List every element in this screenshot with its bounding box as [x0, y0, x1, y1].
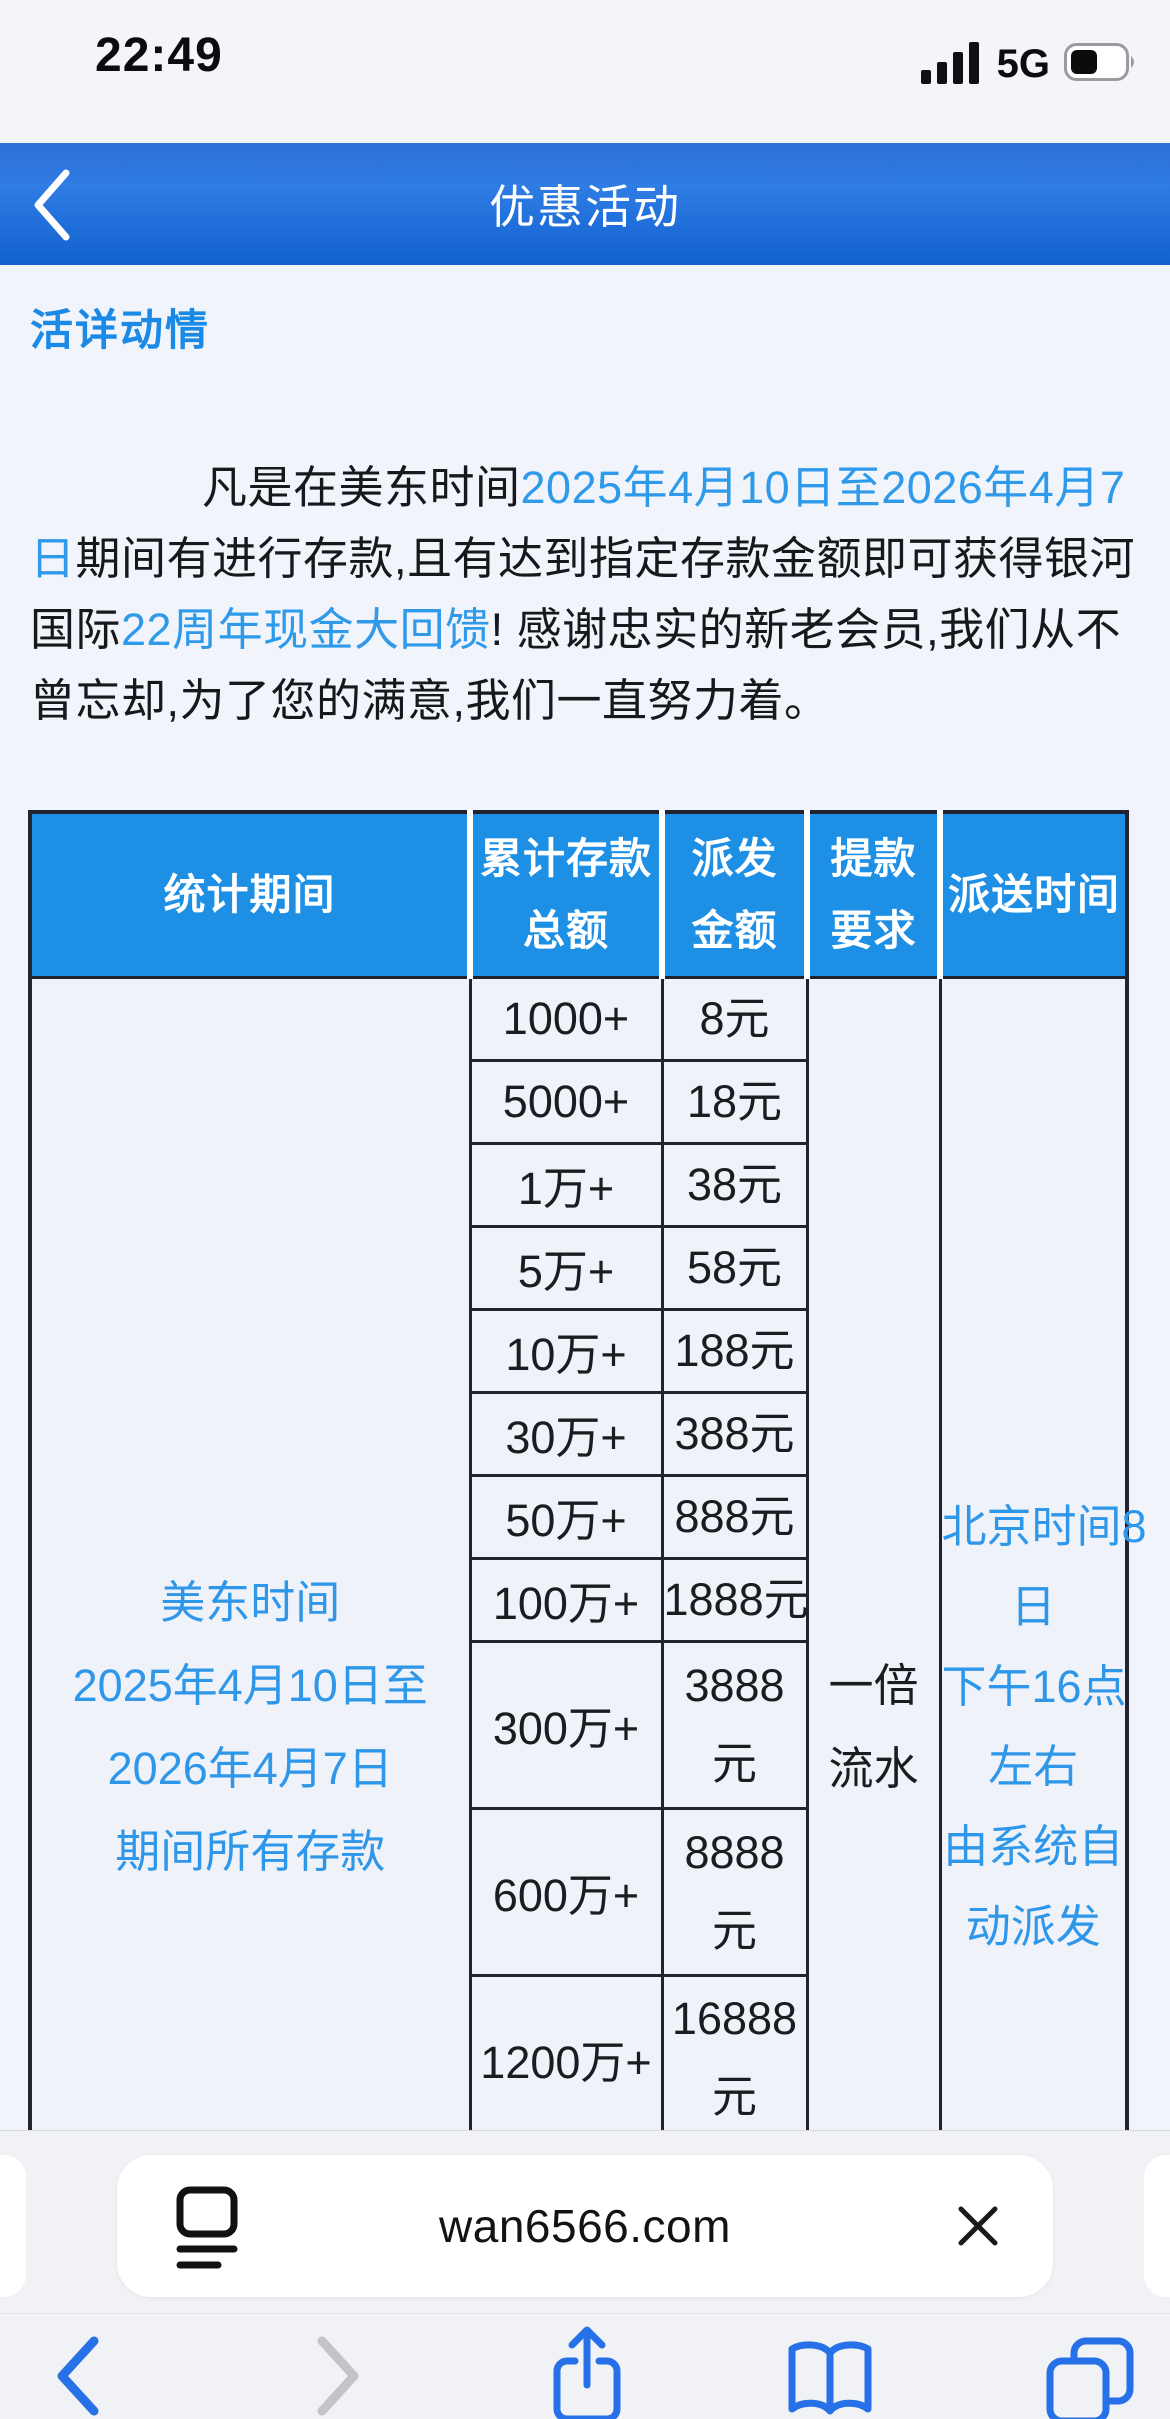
- status-indicators: 5G: [920, 40, 1138, 89]
- withdraw-requirement-cell: 一倍 流水: [805, 975, 942, 2144]
- delivery-time-cell: 北京时间8 日 下午16点 左右 由系统自 动派发: [938, 975, 1147, 2144]
- bonus-cell: 188元: [660, 1307, 809, 1394]
- bonus-cell: 8元: [660, 975, 809, 1062]
- deposit-cell: 30万+: [468, 1390, 664, 1477]
- column-header-delivery-time: 派送时间: [937, 810, 1129, 979]
- bonus-cell: 38元: [660, 1141, 809, 1228]
- para-date-range: 2025年4月10日至2026年4月7日: [30, 462, 1126, 584]
- battery-icon: [1064, 43, 1138, 86]
- bonus-cell: 16888 元: [660, 1973, 809, 2144]
- table-row: 1万+ 38元: [30, 1141, 1127, 1228]
- browser-forward-button[interactable]: [308, 2331, 368, 2419]
- promo-paragraph: 凡是在美东时间2025年4月10日至2026年4月7日期间有进行存款,且有达到指…: [30, 452, 1142, 736]
- table-row: 30万+ 388元: [30, 1390, 1127, 1477]
- bonus-cell: 58元: [660, 1224, 809, 1311]
- para-highlight: 22周年现金大回馈: [121, 604, 491, 655]
- share-icon[interactable]: [545, 2323, 629, 2419]
- bonus-cell: 18元: [660, 1058, 809, 1145]
- para-seg1: 凡是在美东时间: [202, 462, 521, 513]
- table-row: 5万+ 58元: [30, 1224, 1127, 1311]
- bonus-cell: 8888 元: [660, 1806, 809, 1977]
- column-header-withdraw-req: 提款 要求: [804, 810, 943, 979]
- reader-icon[interactable]: [175, 2185, 245, 2269]
- next-tab-peek[interactable]: [1144, 2155, 1170, 2297]
- signal-bars-icon: [920, 40, 983, 89]
- deposit-cell: 300万+: [468, 1639, 664, 1810]
- bonus-cell: 388元: [660, 1390, 809, 1477]
- table-row: 100万+ 1888元: [30, 1556, 1127, 1643]
- address-bar[interactable]: wan6566.com: [117, 2155, 1053, 2297]
- bonus-cell: 3888 元: [660, 1639, 809, 1810]
- nav-header: 优惠活动: [0, 143, 1170, 265]
- deposit-cell: 1200万+: [468, 1973, 664, 2144]
- para-seg3: 期间有进行存款,且有达到指定存款金额即可获得银河国际: [30, 533, 1136, 655]
- period-cell: 美东时间 2025年4月10日至 2026年4月7日 期间所有存款: [28, 975, 472, 2144]
- network-label: 5G: [996, 42, 1050, 86]
- deposit-cell: 1000+: [468, 975, 664, 1062]
- bonus-cell: 888元: [660, 1473, 809, 1560]
- bonus-cell: 1888元: [660, 1556, 809, 1643]
- status-time: 22:49: [95, 29, 223, 82]
- deposit-cell: 100万+: [468, 1556, 664, 1643]
- page-title: 优惠活动: [489, 181, 681, 233]
- bookmarks-icon[interactable]: [782, 2339, 878, 2419]
- browser-back-button[interactable]: [48, 2331, 108, 2419]
- column-header-bonus-amount: 派发 金额: [659, 810, 810, 979]
- deposit-cell: 50万+: [468, 1473, 664, 1560]
- table-row: 10万+ 188元: [30, 1307, 1127, 1394]
- section-title: 活详动情: [30, 307, 210, 355]
- back-button[interactable]: [30, 167, 74, 243]
- table-row: 美东时间 2025年4月10日至 2026年4月7日 期间所有存款 1000+ …: [28, 975, 1147, 2144]
- para-seg5: ! 感谢忠实的新老会员,我们从不曾忘却,为了您的满意,我们一直努力着。: [30, 604, 1122, 726]
- toolbar-divider: [0, 2313, 1170, 2314]
- url-text: wan6566.com: [439, 2200, 731, 2252]
- table-row: 600万+ 8888 元: [30, 1806, 1127, 1977]
- table-row: 50万+ 888元: [30, 1473, 1127, 1560]
- tabs-icon[interactable]: [1044, 2337, 1136, 2419]
- column-header-period: 统计期间: [28, 810, 473, 979]
- close-icon[interactable]: [955, 2203, 1001, 2249]
- deposit-cell: 1万+: [468, 1141, 664, 1228]
- table-row: 1200万+ 16888 元: [30, 1973, 1127, 2144]
- previous-tab-peek[interactable]: [0, 2155, 26, 2297]
- table-row: 5000+ 18元: [30, 1058, 1127, 1145]
- table-row: 300万+ 3888 元: [30, 1639, 1127, 1810]
- status-bar: 22:49 5G: [0, 0, 1170, 143]
- deposit-cell: 600万+: [468, 1806, 664, 1977]
- table-header-row: 统计期间 累计存款 总额 派发 金额 提款 要求 派送时: [28, 810, 1129, 979]
- deposit-cell: 5万+: [468, 1224, 664, 1311]
- deposit-cell: 5000+: [468, 1058, 664, 1145]
- promo-table: 统计期间 累计存款 总额 派发 金额 提款 要求 派送时: [28, 810, 1147, 2144]
- deposit-cell: 10万+: [468, 1307, 664, 1394]
- browser-bottom-bar: wan6566.com: [0, 2130, 1170, 2419]
- column-header-deposit-total: 累计存款 总额: [467, 810, 665, 979]
